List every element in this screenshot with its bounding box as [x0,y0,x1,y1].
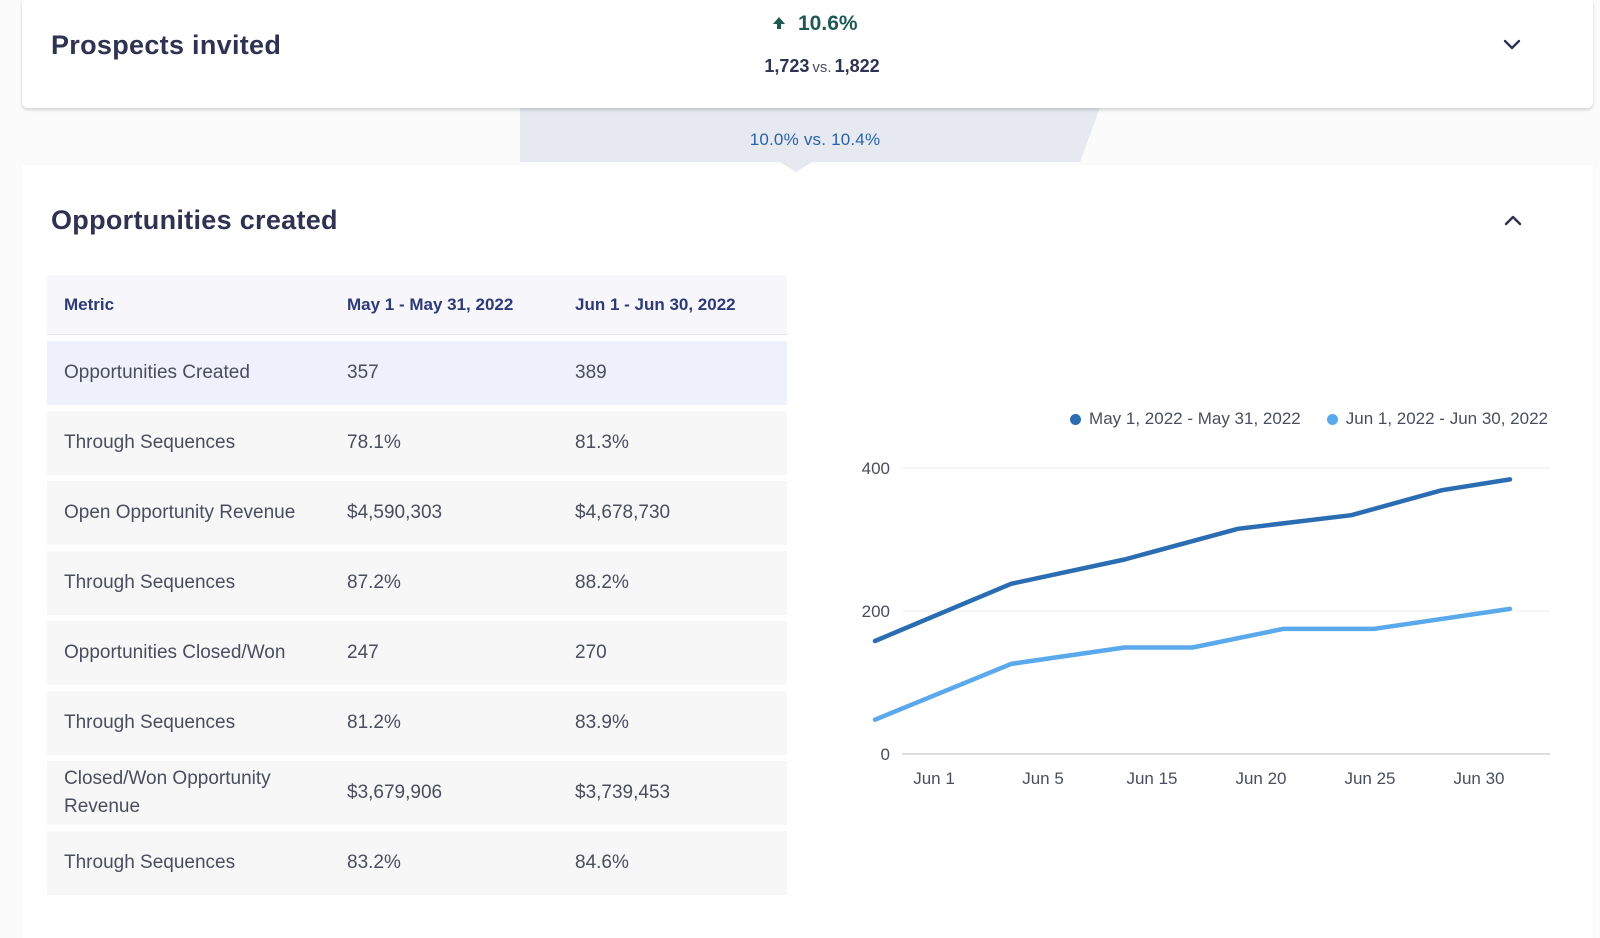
value-may-cell: 357 [330,341,558,405]
prospects-invited-title: Prospects invited [51,30,282,60]
chart-legend: May 1, 2022 - May 31, 2022 Jun 1, 2022 -… [1070,409,1548,429]
value-may-cell: 247 [330,621,558,685]
value-jun-cell: $4,678,730 [558,481,787,545]
legend-label-may: May 1, 2022 - May 31, 2022 [1089,409,1301,428]
table-row[interactable]: Through Sequences 83.2% 84.6% [47,831,787,895]
opportunities-created-card: Opportunities created Metric May 1 - May… [22,165,1593,938]
value-may-cell: 87.2% [330,551,558,615]
table-row[interactable]: Open Opportunity Revenue $4,590,303 $4,6… [47,481,787,545]
table-row[interactable]: Through Sequences 87.2% 88.2% [47,551,787,615]
header-period-may: May 1 - May 31, 2022 [330,275,558,335]
opportunities-created-title: Opportunities created [51,205,338,235]
table-row[interactable]: Through Sequences 78.1% 81.3% [47,411,787,475]
delta-percent: 10.6% [798,12,858,35]
value-jun-cell: 270 [558,621,787,685]
expand-prospects-button[interactable] [1492,27,1532,67]
value-jun-cell: 81.3% [558,411,787,475]
header-period-jun: Jun 1 - Jun 30, 2022 [558,275,787,335]
metric-cell: Through Sequences [47,411,330,475]
y-tick-label: 0 [881,745,890,764]
legend-item-jun[interactable]: Jun 1, 2022 - Jun 30, 2022 [1326,409,1548,429]
value-jun-cell: 83.9% [558,691,787,755]
metrics-table: Metric May 1 - May 31, 2022 Jun 1 - Jun … [47,269,787,901]
conversion-rate: 10.0% vs. 10.4% [749,130,881,149]
opportunities-line-chart: 0 200 400 Jun 1 Jun 5 Jun 15 Jun 20 Jun 25 Jun 3… [862,459,1550,788]
table-row[interactable]: Opportunities Created 357 389 [47,341,787,405]
x-tick-label: Jun 30 [1453,769,1504,788]
value-may-cell: $4,590,303 [330,481,558,545]
value-a: 1,723 [764,56,810,76]
value-jun-cell: $3,739,453 [558,761,787,825]
value-may-cell: $3,679,906 [330,761,558,825]
prospects-delta: 10.6% [772,12,858,36]
metric-cell: Through Sequences [47,691,330,755]
value-may-cell: 83.2% [330,831,558,895]
table-row[interactable]: Opportunities Closed/Won 247 270 [47,621,787,685]
table-row[interactable]: Through Sequences 81.2% 83.9% [47,691,787,755]
value-may-cell: 78.1% [330,411,558,475]
x-tick-label: Jun 1 [913,769,955,788]
legend-label-jun: Jun 1, 2022 - Jun 30, 2022 [1345,409,1548,428]
metric-cell: Opportunities Closed/Won [47,621,330,685]
metric-cell: Through Sequences [47,551,330,615]
metric-cell: Through Sequences [47,831,330,895]
table-row[interactable]: Closed/Won Opportunity Revenue $3,679,90… [47,761,787,825]
legend-item-may[interactable]: May 1, 2022 - May 31, 2022 [1070,409,1301,429]
legend-dot-jun [1326,413,1338,425]
value-may-cell: 81.2% [330,691,558,755]
value-jun-cell: 389 [558,341,787,405]
metric-cell: Closed/Won Opportunity Revenue [47,761,330,825]
value-b: 1,822 [834,56,880,76]
header-metric: Metric [47,275,330,335]
vs-label: vs. [812,59,832,76]
collapse-opportunities-button[interactable] [1493,202,1533,242]
table-header-row: Metric May 1 - May 31, 2022 Jun 1 - Jun … [47,275,787,335]
y-tick-label: 400 [862,459,890,478]
prospects-invited-card: Prospects invited 10.6% 1,723 vs. 1,822 [22,0,1593,108]
prospects-comparison: 1,723 vs. 1,822 [742,56,902,77]
x-tick-label: Jun 25 [1344,769,1395,788]
y-tick-label: 200 [862,602,890,621]
series-line-may [872,477,1513,644]
chevron-down-icon [1503,38,1521,56]
funnel-connector [520,108,1100,172]
metric-cell: Open Opportunity Revenue [47,481,330,545]
x-tick-label: Jun 15 [1126,769,1177,788]
x-tick-label: Jun 5 [1022,769,1064,788]
arrow-up-icon [772,12,786,36]
value-jun-cell: 84.6% [558,831,787,895]
metric-cell: Opportunities Created [47,341,330,405]
legend-dot-may [1070,413,1082,425]
series-line-jun [872,606,1513,722]
value-jun-cell: 88.2% [558,551,787,615]
x-tick-label: Jun 20 [1235,769,1286,788]
chevron-up-icon [1504,213,1522,231]
